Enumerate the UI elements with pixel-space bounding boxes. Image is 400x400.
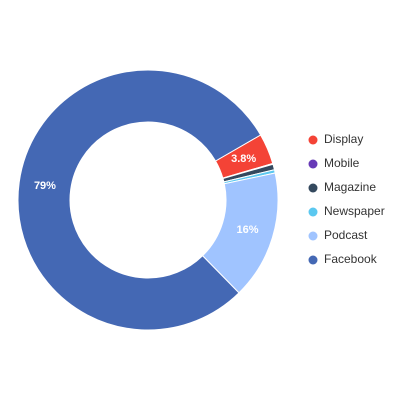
legend-label: Mobile: [324, 156, 360, 170]
value-label: 3.8%: [231, 153, 256, 165]
legend-label: Podcast: [324, 228, 368, 242]
legend-marker: [308, 207, 318, 217]
legend-marker: [308, 231, 318, 241]
legend-label: Facebook: [324, 252, 378, 266]
slice: [17, 69, 262, 331]
legend-marker: [308, 159, 318, 169]
legend-marker: [308, 135, 318, 145]
legend-marker: [308, 255, 318, 265]
legend-label: Magazine: [324, 180, 376, 194]
legend-marker: [308, 183, 318, 193]
legend-label: Display: [324, 132, 363, 146]
legend-label: Newspaper: [324, 204, 385, 218]
value-label: 16%: [237, 224, 259, 236]
value-label: 79%: [34, 180, 56, 192]
